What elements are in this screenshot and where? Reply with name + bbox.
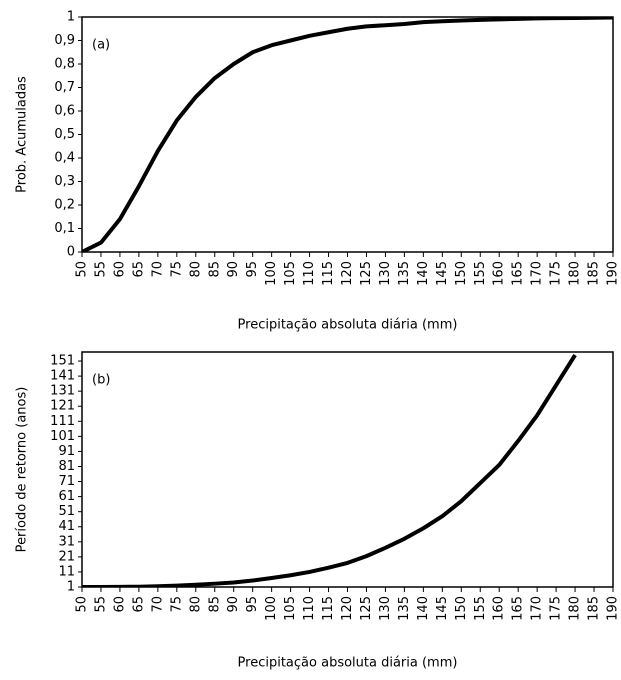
y-axis-title: Período de retorno (anos) <box>15 387 30 553</box>
y-tick-label: 101 <box>50 429 75 444</box>
y-tick-label: 31 <box>58 534 75 549</box>
x-tick-label: 50 <box>75 261 90 278</box>
x-tick-label: 170 <box>530 596 545 621</box>
x-tick-label: 90 <box>226 596 241 613</box>
x-tick-label: 80 <box>188 596 203 613</box>
y-tick-label: 0,3 <box>54 174 75 189</box>
y-tick-label: 81 <box>58 459 75 474</box>
x-tick-label: 180 <box>568 261 583 286</box>
x-tick-label: 130 <box>378 596 393 621</box>
x-tick-label: 70 <box>150 261 165 278</box>
x-tick-label: 185 <box>587 261 602 286</box>
x-tick-label: 75 <box>169 596 184 613</box>
y-tick-label: 51 <box>58 504 75 519</box>
x-tick-label: 55 <box>93 261 108 278</box>
x-tick-label: 55 <box>93 596 108 613</box>
x-tick-label: 110 <box>302 261 317 286</box>
x-tick-label: 65 <box>131 596 146 613</box>
x-tick-label: 85 <box>207 261 222 278</box>
x-tick-label: 95 <box>245 261 260 278</box>
annotation: (a) <box>92 38 110 53</box>
x-axis-title: Precipitação absoluta diária (mm) <box>238 318 458 333</box>
annotation: (b) <box>92 373 110 388</box>
x-tick-label: 135 <box>397 261 412 286</box>
x-tick-label: 70 <box>150 596 165 613</box>
x-tick-label: 60 <box>112 261 127 278</box>
y-tick-label: 11 <box>58 564 75 579</box>
x-tick-label: 100 <box>264 596 279 621</box>
x-tick-label: 160 <box>492 261 507 286</box>
y-tick-label: 0,7 <box>54 80 75 95</box>
y-tick-label: 0,4 <box>54 151 75 166</box>
x-tick-label: 190 <box>606 261 621 286</box>
x-tick-label: 120 <box>340 261 355 286</box>
y-tick-label: 0,1 <box>54 221 75 236</box>
x-tick-label: 115 <box>321 261 336 286</box>
x-tick-label: 80 <box>188 261 203 278</box>
x-tick-label: 105 <box>283 261 298 286</box>
y-tick-label: 111 <box>50 414 75 429</box>
y-tick-label: 0,9 <box>54 33 75 48</box>
y-tick-label: 151 <box>50 354 75 369</box>
y-axis-title: Prob. Acumuladas <box>15 76 30 193</box>
x-tick-label: 165 <box>511 261 526 286</box>
x-tick-label: 135 <box>397 596 412 621</box>
x-tick-label: 65 <box>131 261 146 278</box>
x-tick-label: 150 <box>454 261 469 286</box>
y-tick-label: 1 <box>67 580 75 595</box>
y-tick-label: 141 <box>50 369 75 384</box>
x-tick-label: 50 <box>75 596 90 613</box>
x-tick-label: 145 <box>435 261 450 286</box>
x-tick-label: 90 <box>226 261 241 278</box>
y-tick-label: 21 <box>58 549 75 564</box>
x-tick-label: 120 <box>340 596 355 621</box>
y-tick-label: 0,5 <box>54 127 75 142</box>
y-tick-label: 91 <box>58 444 75 459</box>
x-tick-label: 105 <box>283 596 298 621</box>
data-line <box>82 353 577 587</box>
y-tick-label: 41 <box>58 519 75 534</box>
plot-frame <box>81 16 614 253</box>
x-axis-title: Precipitação absoluta diária (mm) <box>238 656 458 671</box>
x-tick-label: 115 <box>321 596 336 621</box>
x-tick-label: 160 <box>492 596 507 621</box>
x-tick-label: 85 <box>207 596 222 613</box>
x-tick-label: 145 <box>435 596 450 621</box>
plot-frame <box>81 351 614 588</box>
x-tick-label: 140 <box>416 261 431 286</box>
x-tick-label: 185 <box>587 596 602 621</box>
y-tick-label: 61 <box>58 489 75 504</box>
x-tick-label: 155 <box>473 596 488 621</box>
y-tick-label: 0,6 <box>54 104 75 119</box>
x-tick-label: 150 <box>454 596 469 621</box>
x-tick-label: 180 <box>568 596 583 621</box>
y-tick-label: 71 <box>58 474 75 489</box>
x-tick-label: 175 <box>549 261 564 286</box>
data-line <box>82 17 613 252</box>
x-tick-label: 125 <box>359 261 374 286</box>
y-tick-label: 0,8 <box>54 57 75 72</box>
x-tick-label: 165 <box>511 596 526 621</box>
x-tick-label: 155 <box>473 261 488 286</box>
x-tick-label: 100 <box>264 261 279 286</box>
x-tick-label: 175 <box>549 596 564 621</box>
y-tick-label: 1 <box>67 10 75 25</box>
y-tick-label: 121 <box>50 399 75 414</box>
y-tick-label: 131 <box>50 384 75 399</box>
x-tick-label: 60 <box>112 596 127 613</box>
x-tick-label: 190 <box>606 596 621 621</box>
y-tick-label: 0,2 <box>54 198 75 213</box>
x-tick-label: 140 <box>416 596 431 621</box>
x-tick-label: 95 <box>245 596 260 613</box>
x-tick-label: 75 <box>169 261 184 278</box>
x-tick-label: 130 <box>378 261 393 286</box>
x-tick-label: 170 <box>530 261 545 286</box>
x-tick-label: 110 <box>302 596 317 621</box>
y-tick-label: 0 <box>67 245 75 260</box>
x-tick-label: 125 <box>359 596 374 621</box>
